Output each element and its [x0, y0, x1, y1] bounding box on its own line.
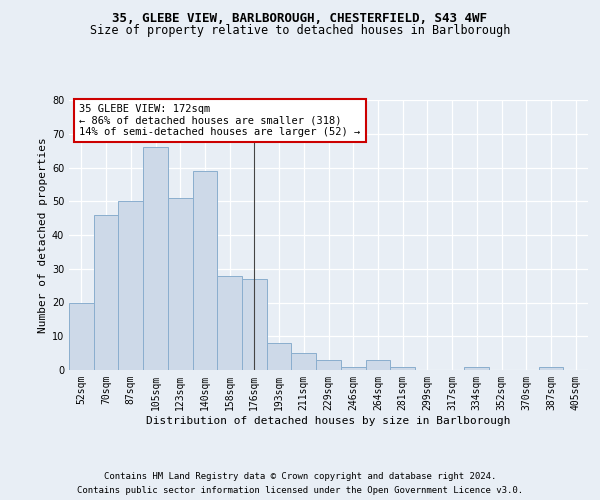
Bar — [217, 276, 242, 370]
Text: 35 GLEBE VIEW: 172sqm
← 86% of detached houses are smaller (318)
14% of semi-det: 35 GLEBE VIEW: 172sqm ← 86% of detached … — [79, 104, 361, 137]
Bar — [292, 353, 316, 370]
Bar — [69, 302, 94, 370]
Bar — [94, 215, 118, 370]
X-axis label: Distribution of detached houses by size in Barlborough: Distribution of detached houses by size … — [146, 416, 511, 426]
Bar — [365, 360, 390, 370]
Bar — [118, 201, 143, 370]
Text: Contains HM Land Registry data © Crown copyright and database right 2024.: Contains HM Land Registry data © Crown c… — [104, 472, 496, 481]
Bar — [539, 366, 563, 370]
Bar — [341, 366, 365, 370]
Bar — [267, 343, 292, 370]
Text: Contains public sector information licensed under the Open Government Licence v3: Contains public sector information licen… — [77, 486, 523, 495]
Bar — [390, 366, 415, 370]
Bar — [143, 147, 168, 370]
Bar — [242, 279, 267, 370]
Text: Size of property relative to detached houses in Barlborough: Size of property relative to detached ho… — [90, 24, 510, 37]
Bar — [193, 171, 217, 370]
Text: 35, GLEBE VIEW, BARLBOROUGH, CHESTERFIELD, S43 4WF: 35, GLEBE VIEW, BARLBOROUGH, CHESTERFIEL… — [113, 12, 487, 26]
Bar — [316, 360, 341, 370]
Bar — [168, 198, 193, 370]
Y-axis label: Number of detached properties: Number of detached properties — [38, 137, 47, 333]
Bar — [464, 366, 489, 370]
